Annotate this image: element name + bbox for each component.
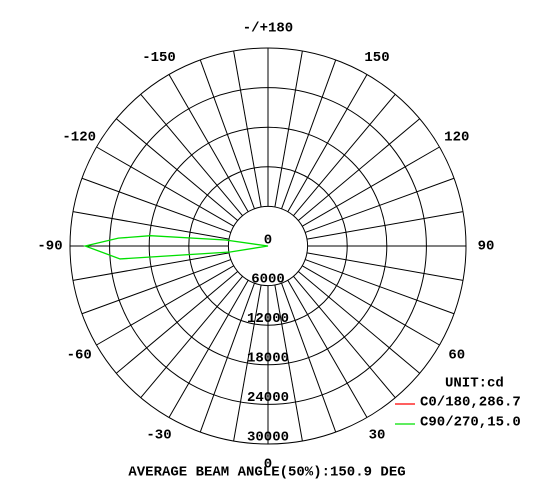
ring bbox=[148, 126, 388, 366]
theta-tick-label: -150 bbox=[142, 50, 176, 66]
theta-tick-label: -90 bbox=[37, 239, 62, 255]
theta-tick-label: 30 bbox=[369, 427, 386, 443]
ring bbox=[188, 166, 348, 326]
theta-tick-label: 0 bbox=[264, 457, 272, 473]
r-tick-label: 12000 bbox=[247, 311, 289, 327]
r-tick-label: 6000 bbox=[251, 271, 285, 287]
footer: AVERAGE BEAM ANGLE(50%):150.9 DEG bbox=[128, 465, 405, 481]
theta-tick-label: 90 bbox=[478, 239, 495, 255]
theta-tick-label: -/+180 bbox=[243, 21, 293, 37]
r-tick-label: 30000 bbox=[247, 430, 289, 446]
r-tick-label: 18000 bbox=[247, 351, 289, 367]
ring bbox=[69, 47, 467, 445]
ring bbox=[227, 205, 309, 287]
ring bbox=[109, 87, 427, 405]
legend-label: C0/180,286.7 bbox=[420, 395, 521, 411]
series-curve bbox=[82, 235, 269, 260]
theta-tick-label: -30 bbox=[146, 427, 171, 443]
theta-tick-label: -60 bbox=[67, 348, 92, 364]
theta-tick-label: 150 bbox=[364, 50, 389, 66]
theta-tick-label: 60 bbox=[448, 348, 465, 364]
theta-tick-label: -120 bbox=[62, 130, 96, 146]
theta-tick-label: 120 bbox=[444, 130, 469, 146]
unit-label: UNIT:cd bbox=[445, 376, 504, 392]
r-tick-label: 0 bbox=[264, 233, 272, 249]
legend-label: C90/270,15.0 bbox=[420, 415, 521, 431]
r-tick-label: 24000 bbox=[247, 390, 289, 406]
